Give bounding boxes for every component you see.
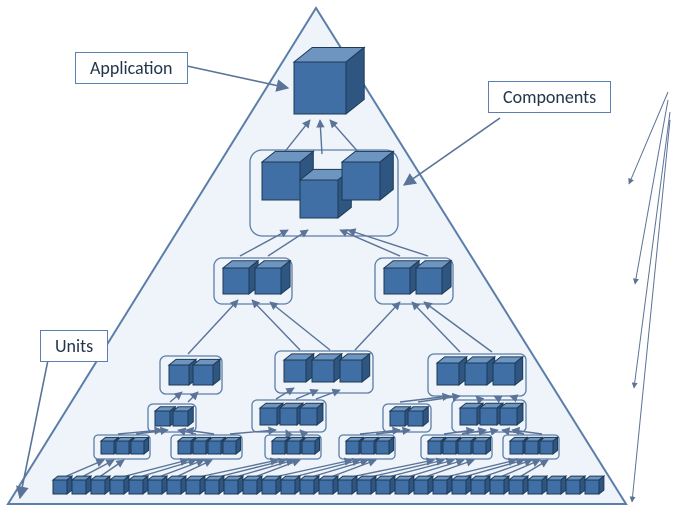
- label-units: Units: [40, 330, 108, 362]
- label-application: Application: [75, 52, 188, 84]
- label-components: Components: [488, 81, 611, 113]
